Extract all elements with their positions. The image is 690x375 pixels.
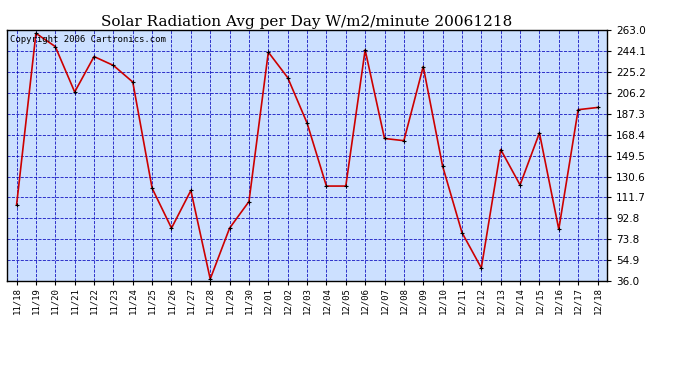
Text: Copyright 2006 Cartronics.com: Copyright 2006 Cartronics.com: [10, 35, 166, 44]
Title: Solar Radiation Avg per Day W/m2/minute 20061218: Solar Radiation Avg per Day W/m2/minute …: [101, 15, 513, 29]
